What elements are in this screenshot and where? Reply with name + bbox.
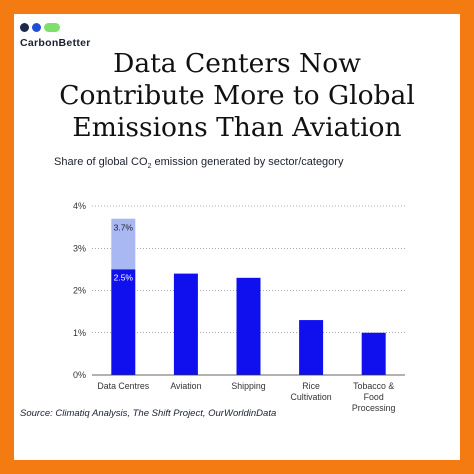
y-tick-label: 2% [73,286,86,296]
x-tick-label: Food [364,392,384,402]
x-tick-label: Processing [352,403,396,413]
bar [111,269,136,375]
brand: CarbonBetter [20,22,91,49]
page-title: Data Centers Now Contribute More to Glob… [0,48,474,144]
title-line: Emissions Than Aviation [72,112,402,143]
subtitle-text-end: emission generated by sector/category [151,156,344,168]
x-tick-label: Tobacco & [353,381,394,391]
x-tick-label: Aviation [170,381,201,391]
chart-subtitle: Share of global CO2 emission generated b… [54,156,343,170]
y-tick-label: 1% [73,328,86,338]
bar [361,332,386,375]
subtitle-subscript: 2 [147,163,152,171]
data-label: 2.5% [114,272,134,282]
subtitle-text: Share of global CO [54,156,148,168]
x-tick-label: Data Centres [97,381,149,391]
x-tick-label: Rice [302,381,320,391]
brand-name: CarbonBetter [20,37,91,49]
bar [173,273,198,375]
y-tick-label: 0% [73,370,86,380]
x-tick-label: Cultivation [291,392,332,402]
title-line: Data Centers Now [113,48,361,79]
bar [299,320,324,375]
source-note: Source: Climatiq Analysis, The Shift Pro… [20,408,277,419]
infographic-card [14,14,460,460]
brand-logo-icon [20,22,91,32]
data-label-upper: 3.7% [114,223,134,233]
bar-upper-estimate [111,218,136,270]
y-tick-label: 3% [73,243,86,253]
title-line: Contribute More to Global [59,80,415,111]
x-tick-label: Shipping [231,381,265,391]
y-tick-label: 4% [73,201,86,211]
bar [236,277,261,375]
